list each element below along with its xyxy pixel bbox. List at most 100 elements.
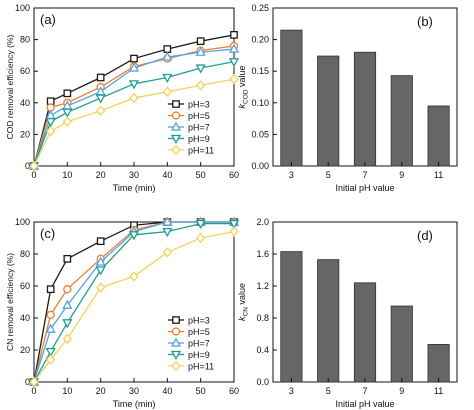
data-point <box>45 347 56 358</box>
legend-label: pH=11 <box>188 361 214 371</box>
data-point <box>62 319 73 329</box>
data-point <box>29 376 39 388</box>
data-point <box>63 89 72 98</box>
panel-d: 3 5 7 9 11 0.0 0.4 0.8 1.2 1.6 2.0 Initial pH value… <box>237 217 458 409</box>
x-axis-label: Initial pH value <box>335 399 394 409</box>
data-point <box>228 219 240 230</box>
x-tick-label: 0 <box>31 386 36 396</box>
legend-marker <box>171 360 181 372</box>
data-point <box>45 125 56 137</box>
data-point <box>45 118 56 128</box>
legend-label: pH=7 <box>188 122 210 132</box>
panel-a: 0 10 20 30 40 50 60 0 20 40 60 80 100 Time (min) COD r… <box>5 3 240 193</box>
x-tick-label: 20 <box>96 386 106 396</box>
legend-label: pH=9 <box>188 134 210 144</box>
data-point <box>162 51 173 61</box>
legend-label: pH=11 <box>188 145 214 155</box>
data-point <box>162 73 173 84</box>
y-axis-label-sub: CN <box>243 307 250 317</box>
y-axis-label: kCN value <box>237 283 250 321</box>
y-axis-label: CN removal efficiency (%) <box>5 253 15 351</box>
data-point <box>162 227 173 238</box>
y-tick-label: 40 <box>20 98 30 108</box>
data-point <box>95 256 106 266</box>
x-axis-label: Initial pH value <box>335 183 394 193</box>
data-point <box>162 216 173 226</box>
x-tick-label: 5 <box>326 170 331 180</box>
x-tick-label: 7 <box>362 386 367 396</box>
data-point <box>128 80 140 90</box>
data-point <box>46 310 55 319</box>
y-tick-label: 20 <box>20 129 30 139</box>
panel-b: 3 5 7 9 11 0.00 0.05 0.10 0.15 0.20 0.25 Initial pH… <box>237 3 458 193</box>
data-point <box>63 285 72 294</box>
y-tick-label: 0.4 <box>256 345 269 355</box>
x-tick-label: 11 <box>434 170 443 180</box>
y-axis-label: COD removal efficiency (%) <box>5 34 15 139</box>
data-point <box>229 226 239 237</box>
data-point <box>62 108 73 118</box>
data-point <box>162 86 173 98</box>
data-point <box>162 247 173 258</box>
data-point <box>46 285 55 294</box>
data-point <box>195 80 206 91</box>
panel-c: 0 10 20 30 40 50 60 0 20 40 60 80 100 Time (min) CN re… <box>5 216 240 409</box>
y-tick-label: 60 <box>20 281 30 291</box>
x-tick-label: 50 <box>196 386 206 396</box>
x-tick-label: 60 <box>229 170 239 180</box>
legend-marker <box>171 111 181 120</box>
y-tick-label: 0.00 <box>251 161 269 171</box>
y-tick-label: 0.8 <box>256 313 269 323</box>
data-point <box>45 354 56 365</box>
data-point <box>130 54 138 63</box>
y-tick-label: 80 <box>20 35 30 45</box>
legend: pH=3 pH=5pH=7 pH=9pH=11 <box>168 99 214 155</box>
legend-marker <box>172 316 180 324</box>
y-tick-label: 0.10 <box>251 98 269 108</box>
bar-9 <box>390 305 413 383</box>
legend-label: pH=9 <box>188 350 210 360</box>
y-tick-label: 0.15 <box>251 66 269 76</box>
legend-marker <box>170 134 182 145</box>
y-tick-label: 80 <box>20 249 30 259</box>
data-point <box>228 58 240 68</box>
x-axis-label: Time (min) <box>113 183 156 193</box>
y-tick-label: 20 <box>20 345 30 355</box>
y-tick-label: 0.05 <box>251 129 269 139</box>
y-axis-label-tail: value <box>237 66 247 90</box>
legend-marker <box>170 337 182 347</box>
series-line-pH=11 <box>33 230 235 383</box>
data-point <box>96 237 105 246</box>
series-line-pH=9 <box>33 222 234 383</box>
data-point <box>95 266 106 276</box>
bar-7 <box>353 51 377 167</box>
legend-marker <box>170 350 182 361</box>
x-axis-label: Time (min) <box>113 399 156 409</box>
panel-label: (a) <box>40 12 56 27</box>
y-tick-label: 2.0 <box>256 217 269 227</box>
data-point <box>230 31 238 39</box>
x-tick-label: 30 <box>129 170 139 180</box>
data-point <box>228 43 240 53</box>
data-point <box>195 46 206 56</box>
legend-label: pH=5 <box>188 327 210 337</box>
data-point <box>196 37 205 46</box>
y-tick-label: 1.6 <box>256 249 269 259</box>
bar-5 <box>317 55 340 167</box>
panel-label: (d) <box>417 228 433 243</box>
x-tick-label: 40 <box>162 386 172 396</box>
data-point <box>229 73 239 85</box>
y-tick-label: 0 <box>25 161 30 171</box>
data-point <box>195 64 206 74</box>
legend-marker <box>170 121 182 131</box>
x-tick-label: 9 <box>399 386 404 396</box>
y-tick-label: 0.0 <box>256 377 269 387</box>
y-tick-label: 0 <box>25 377 30 387</box>
data-point <box>195 219 206 230</box>
y-tick-label: 1.2 <box>256 281 269 291</box>
data-point <box>195 232 206 244</box>
x-tick-label: 3 <box>289 170 294 180</box>
bar-5 <box>317 259 340 383</box>
data-point <box>29 160 39 172</box>
